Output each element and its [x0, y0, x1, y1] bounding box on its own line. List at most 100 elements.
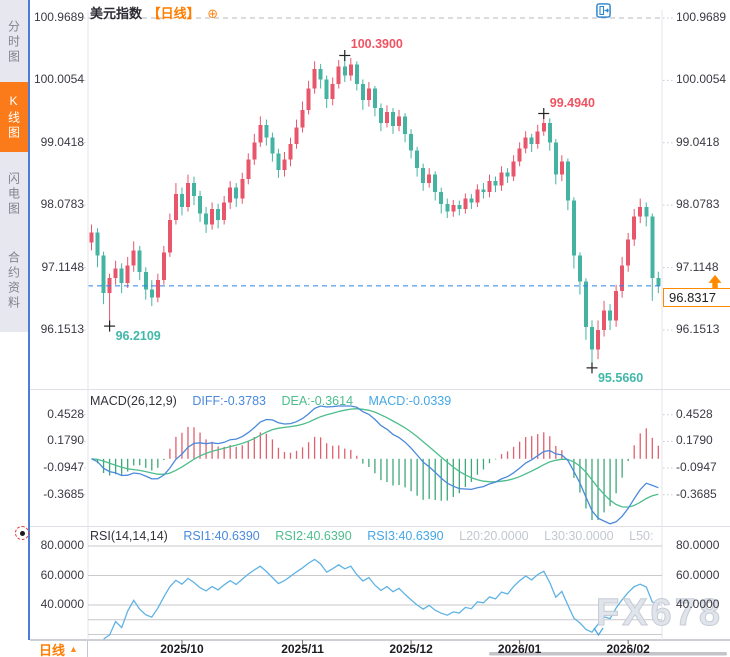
sidebar-tab-2[interactable]: 闪电图	[6, 171, 21, 217]
low-price-annotation: 96.2109	[115, 329, 161, 344]
macd-axis-label: 0.1790	[47, 433, 84, 448]
candle-body	[179, 194, 184, 208]
candle-body	[384, 111, 389, 123]
y-axis-label: 99.0418	[40, 134, 84, 149]
candle-body	[415, 150, 420, 169]
y-axis-label: 100.0054	[33, 72, 84, 87]
rsi-axis-label: 80.0000	[40, 538, 84, 552]
macd-axis-label: -0.3685	[676, 486, 717, 501]
candle-body	[469, 198, 474, 203]
candle-body	[276, 153, 281, 171]
candle-body	[300, 109, 305, 128]
candle-body	[644, 207, 649, 217]
x-axis-label: 2025/10	[160, 642, 204, 656]
macd-axis-label: -0.3685	[43, 486, 84, 501]
current-price-tag: 96.8317	[663, 287, 730, 307]
rsi3-value: RSI3:40.6390	[367, 529, 444, 543]
candle-body	[125, 265, 130, 283]
candle-body	[620, 265, 625, 292]
period-selector-label: 日线	[39, 642, 66, 657]
y-axis-label: 98.0783	[40, 197, 84, 212]
y-axis-label: 97.1148	[676, 259, 719, 274]
add-indicator-icon[interactable]: ⊕	[207, 6, 219, 21]
candle-body	[366, 88, 371, 101]
brand-watermark: FX678	[596, 592, 723, 635]
horizontal-scrollbar[interactable]	[489, 652, 727, 656]
candle-body	[173, 194, 178, 220]
symbol-name: 美元指数	[90, 6, 143, 21]
candle-body	[95, 232, 100, 256]
sidebar-tab-3[interactable]: 合约资料	[6, 251, 21, 311]
candle-body	[433, 174, 438, 193]
sidebar-tab-0[interactable]: 分时图	[6, 19, 21, 65]
candle-body	[143, 271, 148, 290]
rsi-l30-level: L30:30.0000	[544, 529, 614, 543]
candle-body	[216, 208, 221, 220]
macd-axis-label: 0.4528	[47, 406, 84, 421]
candle-body	[330, 83, 335, 99]
period-selector[interactable]: 日线 ▲	[30, 641, 88, 657]
candle-body	[246, 159, 251, 180]
candle-body	[553, 142, 558, 175]
y-axis-label: 100.9689	[33, 10, 84, 24]
macd-axis-label: -0.0947	[676, 460, 717, 475]
y-axis-label: 98.0783	[676, 197, 720, 212]
candle-body	[583, 281, 588, 327]
candle-body	[589, 326, 594, 350]
candle-body	[288, 144, 293, 160]
candle-body	[409, 133, 414, 151]
x-axis-label: 2025/11	[281, 642, 324, 656]
candle-body	[342, 66, 347, 76]
candle-body	[324, 79, 329, 99]
candle-body	[523, 137, 528, 149]
candle-body	[185, 183, 190, 208]
macd-axis-label: -0.0947	[43, 460, 84, 475]
crosshair-target-icon[interactable]	[15, 526, 29, 540]
candle-body	[198, 196, 203, 214]
candle-body	[119, 268, 124, 283]
fit-time-axis-icon[interactable]	[596, 3, 647, 18]
candle-body	[228, 187, 233, 203]
candle-body	[306, 88, 311, 110]
candle-body	[445, 203, 450, 212]
candle-body	[155, 280, 160, 298]
sidebar-tab-1[interactable]: K线图	[0, 82, 28, 152]
sidebar-tabs-background	[0, 0, 28, 332]
x-axis-label: 2026/01	[497, 642, 542, 656]
candle-body	[541, 122, 546, 132]
candle-body	[378, 107, 383, 123]
candle-body	[192, 183, 197, 197]
candle-body	[547, 122, 552, 143]
low-price-annotation: 95.5660	[597, 370, 644, 385]
rsi-axis-label: 40.0000	[40, 597, 84, 611]
y-axis-label: 96.1513	[40, 321, 84, 336]
y-axis-label: 97.1148	[41, 259, 85, 274]
candle-body	[632, 216, 637, 240]
exit-chart-icon[interactable]	[596, 3, 665, 18]
rsi-l20-level: L20:20.0000	[459, 529, 529, 543]
candle-body	[137, 250, 142, 272]
candle-body	[596, 330, 601, 350]
candle-body	[360, 83, 365, 101]
y-axis-label: 99.0418	[676, 134, 720, 149]
candle-body	[463, 198, 468, 209]
candle-body	[391, 111, 395, 127]
candle-body	[294, 127, 299, 145]
candle-body	[101, 255, 106, 294]
macd-dea-value: DEA:-0.3614	[281, 394, 354, 408]
candle-body	[318, 69, 323, 80]
rsi-axis-label: 80.0000	[676, 538, 720, 552]
macd-title: MACD(26,12,9)	[90, 394, 177, 408]
macd-macd-value: MACD:-0.0339	[368, 394, 452, 408]
period-tag: 【日线】	[147, 6, 200, 21]
fit-price-axis-icon[interactable]	[596, 3, 629, 18]
candle-body	[421, 168, 426, 184]
candle-body	[131, 250, 136, 266]
candle-body	[270, 137, 275, 154]
candle-body	[113, 268, 118, 279]
candle-body	[475, 189, 480, 203]
rsi1-value: RSI1:40.6390	[183, 529, 260, 543]
sidebar: 分时图 K线图闪电图合约资料	[0, 0, 30, 640]
candle-body	[650, 216, 655, 279]
